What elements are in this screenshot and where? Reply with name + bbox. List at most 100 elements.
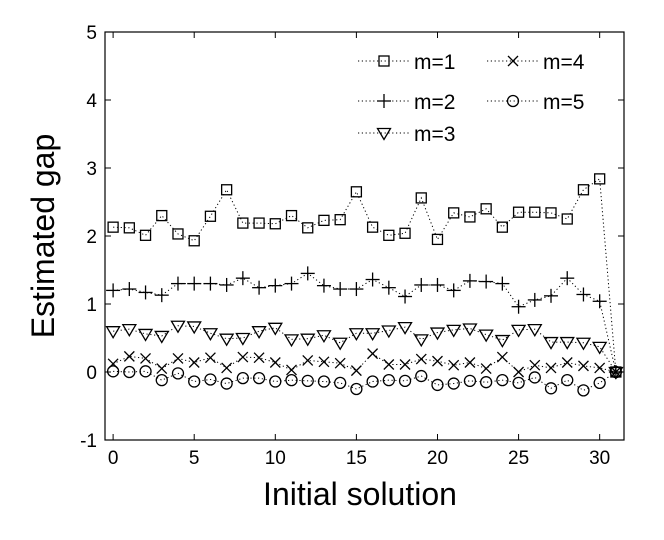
series-4-point: [610, 366, 622, 378]
series-4-point: [432, 355, 443, 367]
series-4-point: [334, 357, 346, 369]
series-2-point: [544, 288, 559, 303]
series-4-point: [367, 348, 379, 360]
series-2-point: [414, 277, 429, 292]
series-2-point: [284, 276, 299, 291]
series-3-point: [300, 333, 316, 347]
series-4-point: [464, 357, 476, 368]
legend-label: m=3: [414, 123, 455, 146]
series-2: [106, 266, 623, 379]
series-1-point: [594, 173, 606, 185]
series-3-point: [446, 324, 462, 338]
series-4-point: [577, 360, 589, 372]
series-1-point: [318, 214, 330, 227]
y-tick-label: 5: [86, 23, 97, 44]
series-1-point: [399, 227, 411, 239]
series-5-point: [366, 375, 379, 388]
series-2-point: [316, 278, 331, 293]
series-1-point: [480, 203, 492, 215]
series-1-point: [253, 217, 265, 229]
series-1-point: [383, 229, 395, 241]
series-5-point: [577, 384, 590, 397]
series-3-point: [575, 337, 592, 351]
series-3-point: [251, 326, 267, 339]
series-2-point: [462, 273, 477, 288]
series-3-point: [348, 328, 365, 342]
series-5-point: [155, 374, 168, 387]
series-1-point: [512, 206, 525, 218]
series-5-point: [123, 365, 136, 379]
series-5-point: [512, 376, 525, 390]
series-4-point: [156, 363, 168, 375]
series-5-point: [593, 376, 606, 390]
series-5-point: [334, 376, 347, 390]
series-1-point: [561, 213, 573, 225]
series-4-point: [286, 364, 297, 376]
series-1-point: [350, 186, 363, 198]
series-5-point: [301, 374, 314, 387]
series-2-point: [235, 271, 250, 286]
series-1-point: [156, 209, 168, 222]
series-2-point: [122, 282, 137, 297]
series-1-point: [464, 211, 476, 223]
series-5-point: [447, 377, 460, 390]
series-2-point: [592, 294, 607, 309]
series-5-point: [415, 369, 428, 383]
series-3-point: [105, 326, 121, 339]
series-5-point: [398, 374, 412, 387]
series-1-point: [204, 210, 217, 222]
series-5-point: [544, 382, 558, 395]
series-2-point: [349, 282, 364, 297]
series-1-point: [139, 229, 152, 241]
series-2-point: [479, 274, 494, 289]
series-2-point: [252, 280, 267, 295]
series-5-point: [285, 374, 298, 387]
series-3-point: [462, 323, 478, 337]
series-3-point: [170, 320, 186, 334]
legend-entry-2: m=2: [358, 91, 455, 114]
series-1-point: [107, 221, 119, 233]
series-2-point: [219, 277, 234, 292]
series-1-line: [113, 177, 617, 373]
series-1-point: [188, 235, 200, 247]
series-5-point: [252, 371, 266, 385]
series-3-point: [332, 337, 348, 351]
series-3-point: [527, 324, 543, 337]
series-2-point: [203, 276, 218, 291]
series-2-point: [511, 299, 526, 314]
series-1-point: [269, 218, 281, 230]
series-5-line: [113, 370, 617, 391]
series-3-point: [413, 334, 429, 348]
series-4-point: [221, 362, 233, 374]
series-2-point: [560, 271, 575, 286]
series-4-point: [513, 366, 525, 378]
series-5-point: [139, 365, 152, 378]
series-5-point: [188, 375, 201, 388]
series-4: [107, 348, 622, 378]
series-2-point: [187, 276, 202, 291]
series-3-point: [397, 321, 413, 335]
series-3-point: [494, 334, 510, 348]
series-4-line: [112, 352, 617, 373]
series-5-point: [463, 374, 477, 387]
legend-marker: [507, 55, 519, 67]
series-4-point: [480, 363, 492, 375]
y-tick-label: 3: [86, 159, 97, 180]
series-5-point: [106, 365, 120, 378]
series-4-point: [496, 351, 508, 363]
series-4-point: [172, 352, 184, 364]
y-tick-label: -1: [80, 431, 97, 452]
series-5: [106, 365, 623, 397]
series-5-point: [236, 371, 250, 385]
x-tick-label: 0: [108, 448, 119, 469]
series-1-point: [415, 192, 427, 204]
series-2-point: [430, 277, 445, 292]
series-4-point: [561, 357, 573, 368]
series-3-point: [543, 336, 559, 350]
legend-marker: [506, 94, 520, 108]
series-5-point: [561, 374, 574, 387]
series-3-point: [137, 328, 154, 342]
series-4-point: [188, 357, 200, 368]
legend-marker: [376, 127, 392, 141]
series-1-point: [302, 222, 314, 234]
